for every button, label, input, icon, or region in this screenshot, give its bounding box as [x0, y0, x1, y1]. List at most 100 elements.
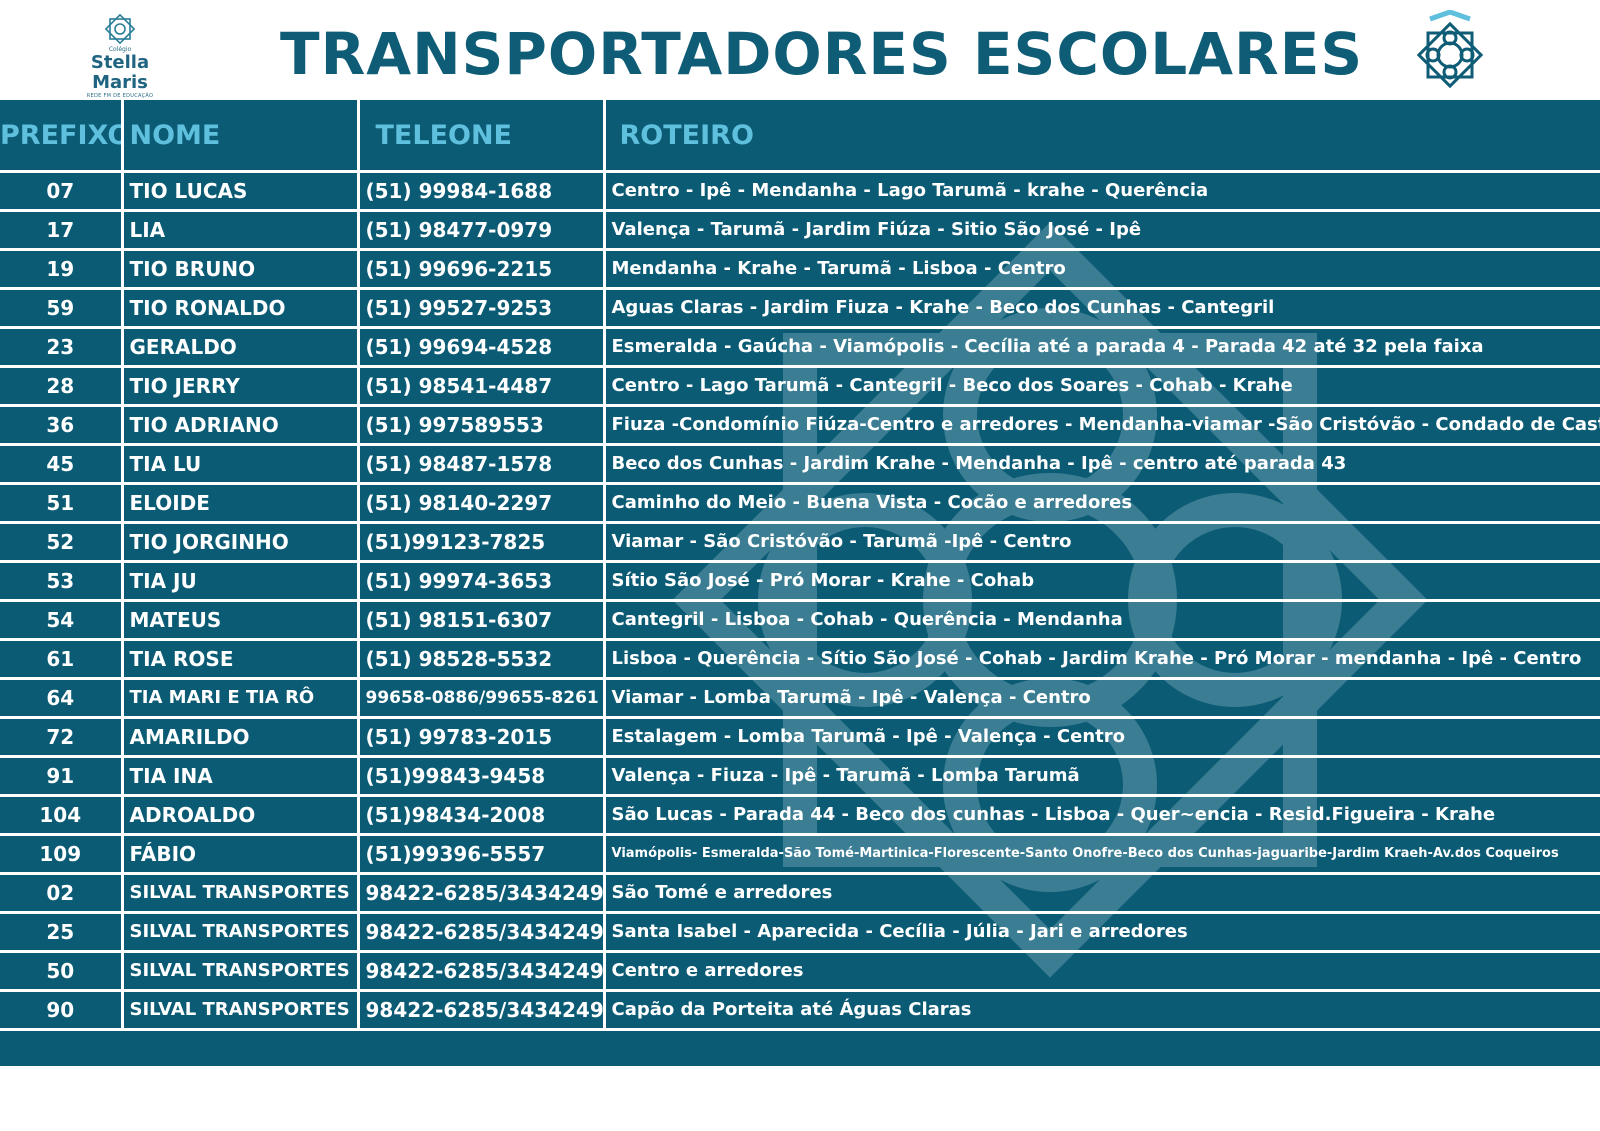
- phone-cell: 98422-6285/34342499: [356, 873, 604, 914]
- logo-name: Stella Maris: [90, 52, 150, 93]
- prefix-cell: 02: [0, 873, 122, 914]
- name-cell: GERALDO: [120, 327, 358, 368]
- route-cell: Centro e arredores: [602, 951, 1600, 992]
- route-cell: Caminho do Meio - Buena Vista - Cocão e …: [602, 483, 1600, 524]
- name-cell: TIO JORGINHO: [120, 522, 358, 563]
- right-logo: [1415, 9, 1485, 96]
- table-row: 52 TIO JORGINHO (51)99123-7825 Viamar - São…: [0, 522, 1600, 563]
- route-cell: São Lucas - Parada 44 - Beco dos cunhas …: [602, 795, 1600, 836]
- table-row: 17 LIA (51) 98477-0979 Valença - Tarumã - J…: [0, 210, 1600, 251]
- name-cell: TIA ROSE: [120, 639, 358, 680]
- phone-cell: (51) 99527-9253: [356, 288, 604, 329]
- name-cell: TIA MARI E TIA RÔ: [120, 678, 358, 719]
- name-cell: TIO RONALDO: [120, 288, 358, 329]
- prefix-cell: 28: [0, 366, 122, 407]
- name-cell: MATEUS: [120, 600, 358, 641]
- phone-cell: (51)99843-9458: [356, 756, 604, 797]
- route-cell: Beco dos Cunhas - Jardim Krahe - Mendanh…: [602, 444, 1600, 485]
- phone-cell: (51) 99984-1688: [356, 171, 604, 212]
- table-row: 25 SILVAL TRANSPORTES 98422-6285/34342499 S…: [0, 912, 1600, 953]
- name-cell: LIA: [120, 210, 358, 251]
- table-row: 54 MATEUS (51) 98151-6307 Cantegril - Lisbo…: [0, 600, 1600, 641]
- route-cell: Sítio São José - Pró Morar - Krahe - Coh…: [602, 561, 1600, 602]
- phone-cell: (51) 997589553: [356, 405, 604, 446]
- name-cell: SILVAL TRANSPORTES: [120, 873, 358, 914]
- phone-cell: 98422-6285/34342499: [356, 990, 604, 1031]
- table-row: 45 TIA LU (51) 98487-1578 Beco dos Cunhas -…: [0, 444, 1600, 485]
- route-cell: Centro - Ipê - Mendanha - Lago Tarumã - …: [602, 171, 1600, 212]
- route-cell: Santa Isabel - Aparecida - Cecília - Júl…: [602, 912, 1600, 953]
- table-row: 109 FÁBIO (51)99396-5557 Viamópolis- Esmera…: [0, 834, 1600, 875]
- name-cell: TIA LU: [120, 444, 358, 485]
- table-row: 07 TIO LUCAS (51) 99984-1688 Centro - Ipê -…: [0, 171, 1600, 212]
- phone-cell: (51) 99974-3653: [356, 561, 604, 602]
- name-cell: TIO ADRIANO: [120, 405, 358, 446]
- name-cell: TIO BRUNO: [120, 249, 358, 290]
- route-cell: Centro - Lago Tarumã - Cantegril - Beco …: [602, 366, 1600, 407]
- table-row: 28 TIO JERRY (51) 98541-4487 Centro - Lago …: [0, 366, 1600, 407]
- ornament-star-icon: [1416, 9, 1484, 89]
- name-cell: TIA INA: [120, 756, 358, 797]
- logo-small-text: Colégio: [108, 46, 132, 53]
- phone-cell: (51) 98541-4487: [356, 366, 604, 407]
- prefix-cell: 91: [0, 756, 122, 797]
- transport-table: PREFIXO NOME TELEONE ROTEIRO 07 TIO LUCAS…: [0, 100, 1600, 1031]
- prefix-cell: 54: [0, 600, 122, 641]
- phone-cell: (51)99123-7825: [356, 522, 604, 563]
- prefix-cell: 45: [0, 444, 122, 485]
- route-cell: São Tomé e arredores: [602, 873, 1600, 914]
- prefix-cell: 25: [0, 912, 122, 953]
- table-row: 104 ADROALDO (51)98434-2008 São Lucas - Par…: [0, 795, 1600, 836]
- ornament-star-icon: [104, 13, 136, 45]
- name-cell: TIO LUCAS: [120, 171, 358, 212]
- name-cell: TIA JU: [120, 561, 358, 602]
- phone-cell: 98422-6285/34342499: [356, 951, 604, 992]
- phone-cell: (51)98434-2008: [356, 795, 604, 836]
- phone-cell: 98422-6285/34342499: [356, 912, 604, 953]
- prefix-cell: 19: [0, 249, 122, 290]
- table-row: 61 TIA ROSE (51) 98528-5532 Lisboa - Querên…: [0, 639, 1600, 680]
- phone-cell: (51) 99696-2215: [356, 249, 604, 290]
- phone-cell: (51) 98477-0979: [356, 210, 604, 251]
- name-cell: AMARILDO: [120, 717, 358, 758]
- route-cell: Esmeralda - Gaúcha - Viamópolis - Cecíli…: [602, 327, 1600, 368]
- page-header: Colégio Stella Maris REDE FM DE EDUCAÇÃO…: [0, 0, 1600, 100]
- table-row: 90 SILVAL TRANSPORTES 98422-6285/34342499 C…: [0, 990, 1600, 1031]
- table-row: 53 TIA JU (51) 99974-3653 Sítio São José - …: [0, 561, 1600, 602]
- school-logo: Colégio Stella Maris REDE FM DE EDUCAÇÃO: [60, 12, 180, 99]
- route-cell: Capão da Porteita até Águas Claras: [602, 990, 1600, 1031]
- route-cell: Valença - Fiuza - Ipê - Tarumã - Lomba T…: [602, 756, 1600, 797]
- route-cell: Viamar - São Cristóvão - Tarumã -Ipê - C…: [602, 522, 1600, 563]
- table-row: 59 TIO RONALDO (51) 99527-9253 Aguas Claras…: [0, 288, 1600, 329]
- name-cell: FÁBIO: [120, 834, 358, 875]
- prefix-cell: 50: [0, 951, 122, 992]
- page-title: TRANSPORTADORES ESCOLARES: [280, 20, 1364, 88]
- route-cell: Fiuza -Condomínio Fiúza-Centro e arredor…: [602, 405, 1600, 446]
- phone-cell: (51) 98151-6307: [356, 600, 604, 641]
- prefix-cell: 52: [0, 522, 122, 563]
- logo-tagline: REDE FM DE EDUCAÇÃO: [86, 93, 154, 99]
- column-header-phone: TELEONE: [356, 100, 604, 173]
- table-row: 91 TIA INA (51)99843-9458 Valença - Fiuza -…: [0, 756, 1600, 797]
- prefix-cell: 07: [0, 171, 122, 212]
- name-cell: ELOIDE: [120, 483, 358, 524]
- table-header-row: PREFIXO NOME TELEONE ROTEIRO: [0, 100, 1600, 173]
- prefix-cell: 23: [0, 327, 122, 368]
- route-cell: Mendanha - Krahe - Tarumã - Lisboa - Cen…: [602, 249, 1600, 290]
- prefix-cell: 64: [0, 678, 122, 719]
- table-row: 19 TIO BRUNO (51) 99696-2215 Mendanha - Kra…: [0, 249, 1600, 290]
- name-cell: SILVAL TRANSPORTES: [120, 951, 358, 992]
- prefix-cell: 51: [0, 483, 122, 524]
- prefix-cell: 36: [0, 405, 122, 446]
- transport-board: PREFIXO NOME TELEONE ROTEIRO 07 TIO LUCAS…: [0, 100, 1600, 1066]
- table-row: 02 SILVAL TRANSPORTES 98422-6285/34342499 S…: [0, 873, 1600, 914]
- name-cell: ADROALDO: [120, 795, 358, 836]
- prefix-cell: 59: [0, 288, 122, 329]
- prefix-cell: 61: [0, 639, 122, 680]
- route-cell: Viamópolis- Esmeralda-São Tomé-Martinica…: [602, 834, 1600, 875]
- phone-cell: (51) 99694-4528: [356, 327, 604, 368]
- phone-cell: (51) 98487-1578: [356, 444, 604, 485]
- phone-cell: (51) 99783-2015: [356, 717, 604, 758]
- phone-cell: (51) 98140-2297: [356, 483, 604, 524]
- column-header-route: ROTEIRO: [602, 100, 1600, 173]
